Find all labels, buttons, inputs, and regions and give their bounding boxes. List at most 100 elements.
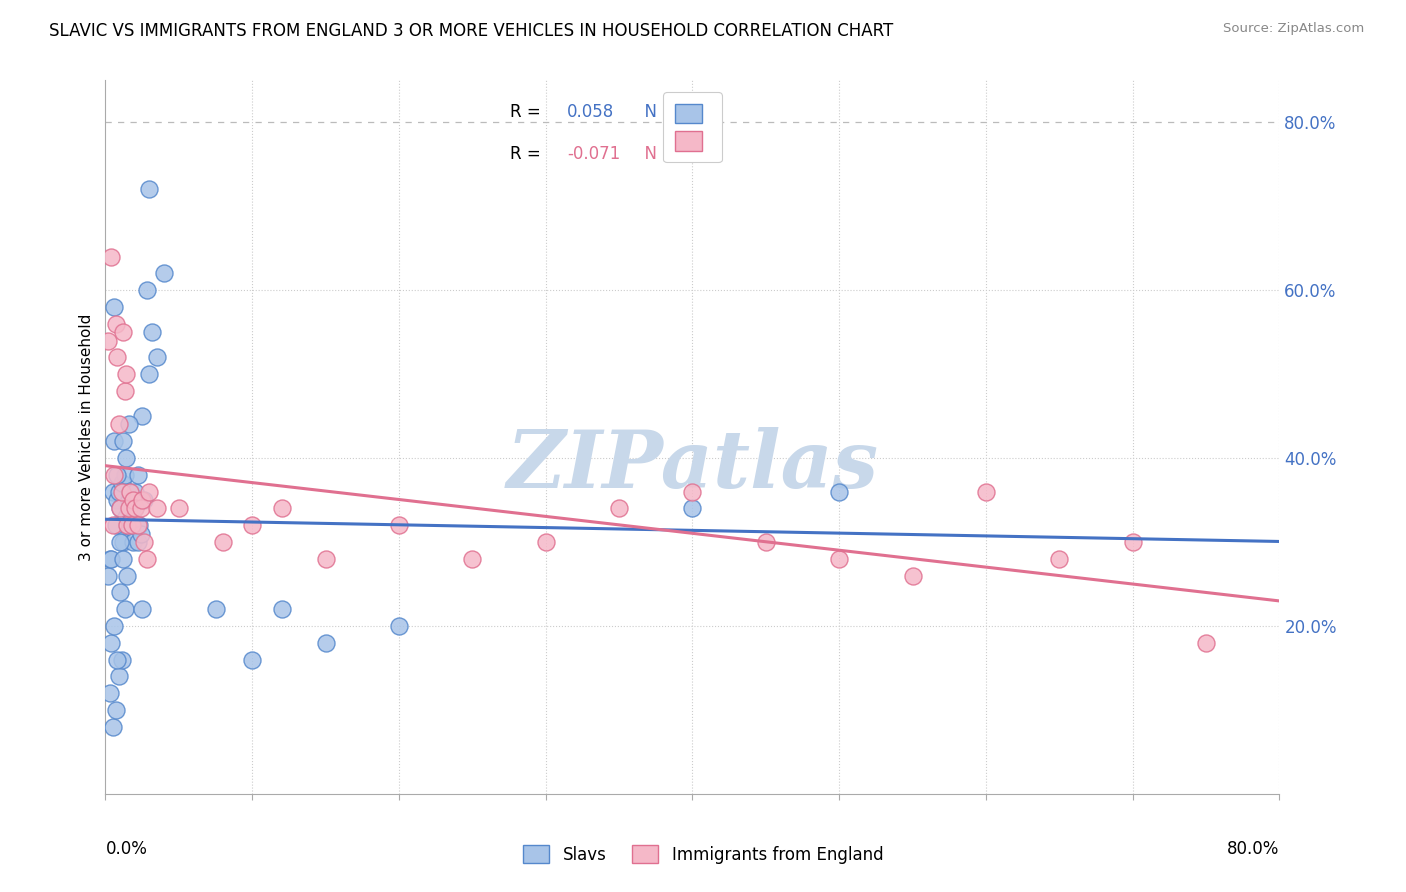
Point	[129, 526, 152, 541]
Point	[461, 551, 484, 566]
Point	[117, 518, 139, 533]
Point	[115, 509, 138, 524]
Point	[204, 602, 226, 616]
Point	[128, 518, 150, 533]
Point	[682, 484, 704, 499]
Point	[270, 602, 292, 616]
Point	[121, 518, 143, 533]
Point	[114, 467, 136, 482]
Point	[114, 384, 136, 398]
Text: R =: R =	[510, 145, 547, 162]
Point	[131, 409, 153, 423]
Point	[121, 509, 143, 524]
Point	[270, 501, 292, 516]
Point	[112, 325, 135, 339]
Point	[115, 367, 138, 381]
Point	[104, 317, 127, 331]
Point	[108, 585, 131, 599]
Y-axis label: 3 or more Vehicles in Household: 3 or more Vehicles in Household	[79, 313, 94, 561]
Point	[108, 535, 131, 549]
Point	[105, 493, 128, 508]
Point	[100, 250, 122, 264]
Point	[118, 501, 141, 516]
Point	[103, 434, 125, 449]
Point	[107, 669, 129, 683]
Point	[1122, 535, 1144, 549]
Point	[240, 652, 263, 666]
Point	[125, 518, 148, 533]
Point	[901, 568, 924, 582]
Point	[388, 518, 411, 533]
Point	[117, 568, 139, 582]
Point	[828, 484, 851, 499]
Legend: , : ,	[664, 92, 721, 162]
Point	[388, 619, 411, 633]
Point	[120, 484, 142, 499]
Text: SLAVIC VS IMMIGRANTS FROM ENGLAND 3 OR MORE VEHICLES IN HOUSEHOLD CORRELATION CH: SLAVIC VS IMMIGRANTS FROM ENGLAND 3 OR M…	[49, 22, 893, 40]
Point	[135, 551, 157, 566]
Point	[1047, 551, 1070, 566]
Point	[211, 535, 233, 549]
Text: N = 42: N = 42	[634, 145, 702, 162]
Point	[127, 535, 149, 549]
Point	[101, 484, 124, 499]
Point	[112, 551, 135, 566]
Point	[105, 467, 128, 482]
Point	[121, 501, 143, 516]
Point	[101, 720, 124, 734]
Point	[115, 451, 138, 466]
Point	[240, 518, 263, 533]
Point	[315, 551, 337, 566]
Point	[100, 551, 122, 566]
Point	[124, 501, 146, 516]
Text: 0.058: 0.058	[567, 103, 614, 121]
Point	[138, 484, 160, 499]
Point	[104, 703, 127, 717]
Point	[101, 518, 124, 533]
Point	[124, 501, 146, 516]
Point	[315, 636, 337, 650]
Text: Source: ZipAtlas.com: Source: ZipAtlas.com	[1223, 22, 1364, 36]
Point	[124, 484, 146, 499]
Point	[98, 551, 121, 566]
Text: -0.071: -0.071	[567, 145, 620, 162]
Point	[117, 518, 139, 533]
Point	[974, 484, 997, 499]
Point	[120, 484, 142, 499]
Point	[112, 434, 135, 449]
Point	[146, 501, 169, 516]
Legend: Slavs, Immigrants from England: Slavs, Immigrants from England	[516, 838, 890, 871]
Point	[132, 535, 155, 549]
Point	[100, 636, 122, 650]
Point	[146, 351, 169, 365]
Point	[755, 535, 778, 549]
Point	[103, 300, 125, 314]
Point	[103, 619, 125, 633]
Text: N = 60: N = 60	[634, 103, 702, 121]
Point	[112, 535, 135, 549]
Point	[682, 501, 704, 516]
Point	[118, 493, 141, 508]
Point	[607, 501, 630, 516]
Point	[118, 417, 141, 432]
Point	[114, 602, 136, 616]
Point	[103, 467, 125, 482]
Point	[131, 602, 153, 616]
Point	[129, 501, 152, 516]
Point	[104, 518, 127, 533]
Point	[98, 686, 121, 700]
Point	[110, 476, 132, 491]
Point	[105, 351, 128, 365]
Point	[167, 501, 190, 516]
Point	[107, 417, 129, 432]
Point	[108, 501, 131, 516]
Point	[97, 568, 120, 582]
Point	[132, 493, 155, 508]
Point	[135, 283, 157, 297]
Text: ZIPatlas: ZIPatlas	[506, 427, 879, 504]
Point	[127, 518, 149, 533]
Point	[122, 493, 145, 508]
Point	[138, 182, 160, 196]
Point	[1195, 636, 1218, 650]
Point	[110, 652, 132, 666]
